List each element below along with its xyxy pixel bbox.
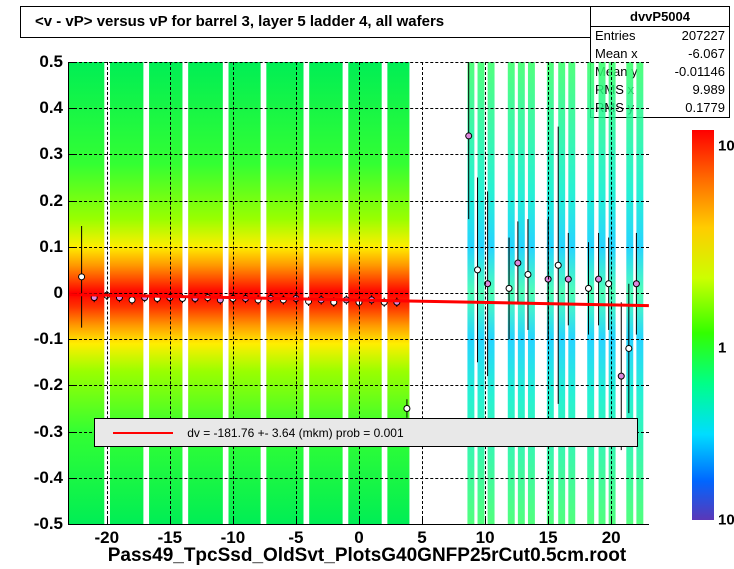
bottom-caption: Pass49_TpcSsd_OldSvt_PlotsG40GNFP25rCut0… — [0, 545, 734, 567]
stats-row: Mean x -6.067 — [591, 45, 729, 63]
stats-row: Entries 207227 — [591, 27, 729, 45]
ytick-label: -0.1 — [34, 329, 69, 349]
ytick-label: -0.3 — [34, 422, 69, 442]
stats-value: 207227 — [682, 27, 725, 45]
colorbar-label: 10 — [718, 512, 734, 529]
colorbar-label: 10 — [718, 137, 734, 154]
ytick-label: 0.4 — [39, 98, 69, 118]
ytick-label: -0.4 — [34, 468, 69, 488]
stats-value: -6.067 — [688, 45, 725, 63]
ytick-label: 0 — [54, 283, 69, 303]
stats-label: Mean x — [595, 45, 638, 63]
ytick-label: 0.3 — [39, 144, 69, 164]
ytick-label: 0.2 — [39, 191, 69, 211]
colorbar: 10110 — [692, 130, 714, 520]
colorbar-gradient — [692, 130, 714, 520]
colorbar-label: 1 — [718, 340, 726, 357]
stats-label: Entries — [595, 27, 635, 45]
stats-value: -0.01146 — [675, 63, 725, 81]
figure-root: <v - vP> versus vP for barrel 3, layer 5… — [0, 0, 734, 569]
legend-text: dv = -181.76 +- 3.64 (mkm) prob = 0.001 — [187, 426, 403, 440]
legend-line-icon — [113, 432, 173, 434]
stats-value: 0.1779 — [685, 99, 725, 117]
ytick-label: 0.5 — [39, 52, 69, 72]
fit-legend: dv = -181.76 +- 3.64 (mkm) prob = 0.001 — [94, 418, 638, 448]
ytick-label: -0.5 — [34, 514, 69, 534]
stats-name: dvvP5004 — [591, 7, 729, 27]
chart-title: <v - vP> versus vP for barrel 3, layer 5… — [20, 6, 601, 38]
stats-value: 9.989 — [692, 81, 725, 99]
plot-area: -0.5-0.4-0.3-0.2-0.100.10.20.30.40.5-20-… — [68, 62, 649, 525]
ytick-label: -0.2 — [34, 375, 69, 395]
ytick-label: 0.1 — [39, 237, 69, 257]
